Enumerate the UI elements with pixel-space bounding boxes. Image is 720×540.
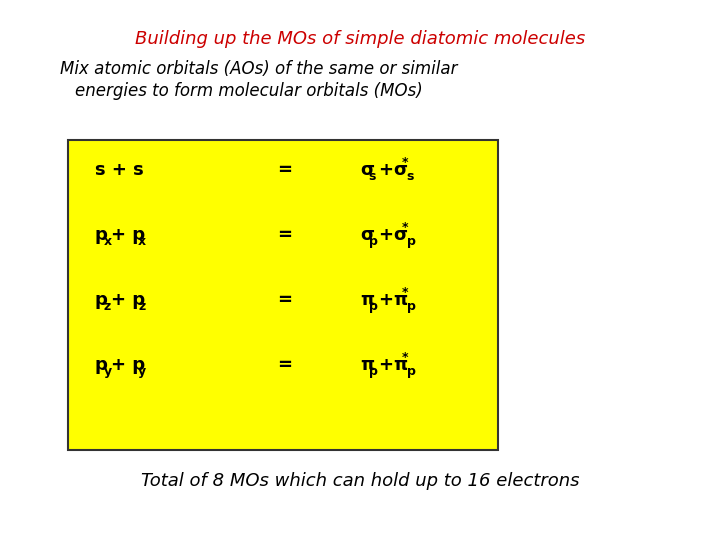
Text: p: p: [407, 235, 415, 248]
Text: Building up the MOs of simple diatomic molecules: Building up the MOs of simple diatomic m…: [135, 30, 585, 48]
Text: σ: σ: [360, 226, 374, 244]
Text: x: x: [104, 235, 112, 248]
Text: +: +: [378, 356, 393, 374]
Text: p: p: [369, 300, 378, 313]
Text: s: s: [369, 170, 377, 183]
Text: s + s: s + s: [95, 161, 144, 179]
Text: π: π: [360, 356, 374, 374]
Text: π: π: [393, 356, 408, 374]
Text: p: p: [407, 365, 415, 378]
Text: energies to form molecular orbitals (MOs): energies to form molecular orbitals (MOs…: [75, 82, 423, 100]
Text: p: p: [95, 226, 108, 244]
Text: σ: σ: [393, 226, 408, 244]
Text: z: z: [138, 300, 145, 313]
Text: z: z: [104, 300, 111, 313]
Text: p: p: [95, 356, 108, 374]
Text: =: =: [277, 356, 292, 374]
Text: *: *: [402, 286, 408, 299]
Text: + p: + p: [111, 226, 145, 244]
FancyBboxPatch shape: [68, 140, 498, 450]
Text: x: x: [138, 235, 146, 248]
Text: σ: σ: [393, 161, 408, 179]
Text: y: y: [138, 365, 146, 378]
Text: π: π: [393, 291, 408, 309]
Text: =: =: [277, 291, 292, 309]
Text: +: +: [378, 226, 393, 244]
Text: +: +: [378, 291, 393, 309]
Text: p: p: [95, 291, 108, 309]
Text: Mix atomic orbitals (AOs) of the same or similar: Mix atomic orbitals (AOs) of the same or…: [60, 60, 457, 78]
Text: *: *: [402, 157, 408, 170]
Text: p: p: [407, 300, 415, 313]
Text: + p: + p: [111, 291, 145, 309]
Text: σ: σ: [360, 161, 374, 179]
Text: y: y: [104, 365, 112, 378]
Text: *: *: [402, 221, 408, 234]
Text: s: s: [407, 170, 414, 183]
Text: *: *: [402, 352, 408, 365]
Text: + p: + p: [111, 356, 145, 374]
Text: =: =: [277, 161, 292, 179]
Text: Total of 8 MOs which can hold up to 16 electrons: Total of 8 MOs which can hold up to 16 e…: [140, 472, 580, 490]
Text: p: p: [369, 235, 378, 248]
Text: +: +: [378, 161, 393, 179]
Text: p: p: [369, 365, 378, 378]
Text: =: =: [277, 226, 292, 244]
Text: π: π: [360, 291, 374, 309]
